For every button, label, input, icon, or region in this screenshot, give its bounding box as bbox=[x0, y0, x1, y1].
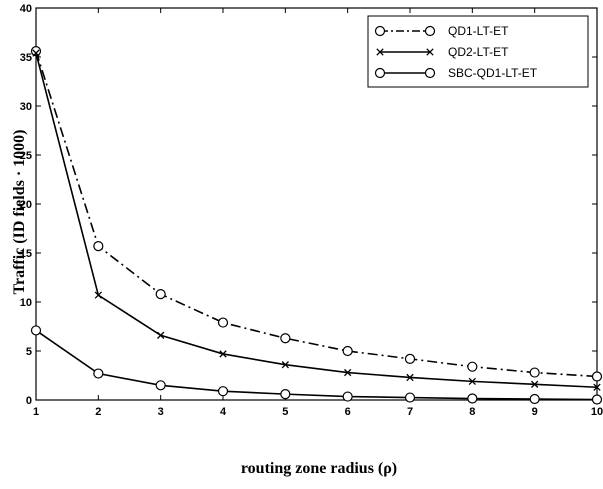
x-tick-label: 3 bbox=[158, 406, 164, 418]
series-3 bbox=[30, 325, 603, 405]
data-point bbox=[406, 373, 414, 382]
data-point bbox=[219, 350, 227, 358]
data-point bbox=[30, 325, 42, 336]
series-2 bbox=[32, 49, 601, 391]
x-tick-label: 10 bbox=[591, 406, 603, 418]
x-tick-label: 4 bbox=[220, 406, 227, 418]
data-point bbox=[404, 353, 416, 364]
data-point bbox=[467, 361, 478, 372]
legend-marker bbox=[426, 48, 434, 56]
x-tick-label: 1 bbox=[33, 406, 39, 418]
data-point bbox=[217, 386, 229, 397]
series-line bbox=[35, 329, 598, 401]
data-point bbox=[280, 333, 291, 344]
legend-entry-1: QD1-LT-ET bbox=[374, 24, 509, 38]
legend-marker bbox=[376, 48, 384, 56]
data-point bbox=[217, 317, 229, 328]
y-tick-label: 40 bbox=[20, 3, 32, 15]
legend-entry-2: QD2-LT-ET bbox=[376, 45, 509, 59]
data-point bbox=[342, 345, 353, 357]
series-line bbox=[35, 50, 598, 378]
x-tick-label: 9 bbox=[532, 406, 538, 418]
y-tick-label: 25 bbox=[20, 150, 32, 162]
data-point bbox=[93, 241, 104, 252]
data-point bbox=[32, 49, 40, 57]
x-tick-label: 5 bbox=[282, 406, 288, 418]
axes: 0 5 10 15 20 25 30 35 40 1 2 3 4 5 6 7 8 9 10 bbox=[20, 3, 603, 418]
data-point bbox=[344, 368, 352, 377]
x-axis-label: routing zone radius (ρ) bbox=[241, 460, 397, 477]
series-1 bbox=[30, 46, 603, 382]
data-point bbox=[404, 392, 416, 403]
y-tick-label: 0 bbox=[26, 395, 32, 407]
data-point bbox=[531, 380, 539, 388]
legend-label: QD1-LT-ET bbox=[448, 24, 509, 38]
legend-label: SBC-QD1-LT-ET bbox=[448, 66, 538, 80]
data-point bbox=[155, 380, 166, 391]
series-line bbox=[35, 52, 598, 389]
legend-entry-3: SBC-QD1-LT-ET bbox=[374, 66, 538, 80]
y-tick-label: 10 bbox=[20, 297, 32, 309]
legend-label: QD2-LT-ET bbox=[448, 45, 509, 59]
data-point bbox=[591, 371, 603, 382]
data-point bbox=[155, 289, 166, 300]
data-point bbox=[93, 368, 104, 379]
x-tick-label: 2 bbox=[95, 406, 101, 418]
y-tick-label: 30 bbox=[20, 101, 32, 113]
data-point bbox=[157, 331, 165, 339]
data-point bbox=[280, 389, 291, 400]
data-point bbox=[94, 291, 102, 299]
data-point bbox=[593, 383, 601, 391]
y-axis-label: Traffic (ID fields · 1000) bbox=[11, 129, 28, 294]
y-tick-label: 5 bbox=[26, 346, 32, 358]
legend-marker bbox=[374, 25, 386, 37]
y-tick-label: 35 bbox=[20, 52, 32, 64]
legend-marker bbox=[424, 67, 436, 79]
data-point bbox=[591, 394, 603, 405]
data-point bbox=[529, 393, 540, 405]
x-tick-label: 6 bbox=[345, 406, 351, 418]
data-point bbox=[468, 377, 476, 386]
x-tick-label: 8 bbox=[469, 406, 475, 418]
series-lines bbox=[30, 46, 603, 405]
data-point bbox=[342, 391, 353, 402]
legend: QD1-LT-ET QD2-LT-ET SBC-QD1-LT-ET bbox=[367, 15, 589, 88]
y-tick-label: 20 bbox=[20, 199, 32, 211]
data-point bbox=[281, 361, 289, 369]
legend-marker bbox=[374, 67, 386, 79]
legend-marker bbox=[424, 25, 436, 37]
y-tick-label: 15 bbox=[20, 248, 32, 260]
x-tick-label: 7 bbox=[407, 406, 413, 418]
data-point bbox=[529, 367, 540, 378]
data-point bbox=[467, 393, 478, 404]
